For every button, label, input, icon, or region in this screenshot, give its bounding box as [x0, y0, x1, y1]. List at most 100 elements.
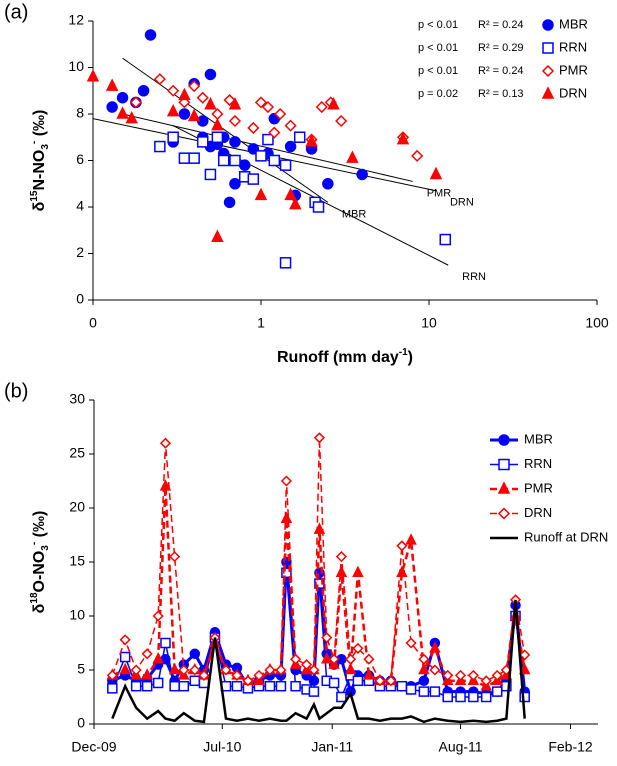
- marker: [275, 664, 287, 676]
- trend-label: MBR: [342, 208, 367, 220]
- marker: [519, 691, 530, 703]
- marker: [335, 565, 348, 578]
- y-tick-label: 12: [68, 12, 84, 28]
- label-part: 3: [40, 144, 51, 150]
- legend-p: p < 0.01: [418, 65, 458, 77]
- marker: [217, 154, 230, 167]
- marker: [293, 131, 306, 143]
- marker: [268, 154, 281, 167]
- marker: [274, 107, 287, 121]
- marker: [439, 233, 452, 246]
- marker: [374, 675, 386, 687]
- marker: [284, 140, 297, 153]
- marker: [105, 78, 119, 91]
- marker: [107, 683, 118, 694]
- marker: [363, 653, 375, 665]
- marker: [106, 669, 118, 681]
- series-line: [111, 599, 526, 724]
- x-tick-label: Aug-11: [438, 739, 482, 755]
- legend-r2: R² = 0.24: [478, 65, 524, 77]
- legend-p: p < 0.01: [418, 42, 458, 54]
- marker: [352, 642, 364, 654]
- marker: [289, 196, 302, 210]
- label-part: O-NO: [31, 551, 48, 593]
- marker: [336, 691, 347, 703]
- marker: [321, 652, 333, 664]
- marker: [480, 691, 492, 703]
- label-part: Runoff (mm day: [277, 349, 399, 366]
- marker: [141, 648, 153, 660]
- legend-r2: R² = 0.24: [478, 19, 524, 31]
- y-tick-label: 8: [76, 105, 84, 121]
- marker: [429, 686, 441, 697]
- marker: [153, 73, 166, 86]
- legend-label: Runoff at DRN: [524, 529, 608, 544]
- marker: [231, 669, 243, 681]
- marker: [167, 131, 179, 143]
- marker: [86, 69, 100, 82]
- marker: [211, 107, 224, 121]
- legend-label: MBR: [524, 431, 553, 446]
- marker: [130, 680, 142, 692]
- marker: [501, 680, 512, 692]
- marker: [178, 664, 190, 676]
- marker: [211, 229, 224, 242]
- marker: [518, 662, 531, 675]
- legend-marker: [498, 458, 510, 471]
- marker: [284, 187, 297, 201]
- marker: [254, 96, 268, 109]
- panel-label: (a): [4, 1, 28, 23]
- legend-label: MBR: [559, 16, 588, 31]
- legend-r2: R² = 0.13: [478, 88, 524, 100]
- marker: [290, 653, 302, 665]
- legend-marker: [497, 481, 511, 494]
- marker: [119, 651, 131, 663]
- legend-label: DRN: [524, 505, 552, 520]
- marker: [491, 669, 503, 681]
- marker: [308, 664, 320, 676]
- marker: [130, 664, 142, 676]
- marker: [352, 565, 364, 578]
- label-part: (‰): [31, 110, 48, 141]
- marker: [468, 691, 479, 703]
- label-part: (‰): [31, 511, 48, 542]
- label-part: δ: [31, 603, 48, 613]
- y-axis-label: δ18O-NO3- (‰): [29, 511, 51, 614]
- x-axis-label: Runoff (mm day-1): [277, 347, 413, 366]
- trend-line: [122, 113, 413, 182]
- marker: [314, 578, 325, 589]
- marker: [137, 85, 150, 97]
- legend-marker: [498, 434, 510, 446]
- marker: [229, 154, 241, 167]
- marker: [429, 641, 441, 653]
- marker: [429, 166, 443, 180]
- marker: [223, 196, 236, 209]
- marker: [321, 632, 333, 644]
- marker: [125, 110, 138, 124]
- marker: [455, 691, 466, 703]
- marker: [166, 103, 180, 117]
- marker: [211, 117, 224, 131]
- marker: [106, 101, 118, 113]
- marker: [255, 150, 267, 162]
- y-axis-label: δ15N-NO3- (‰): [29, 110, 51, 212]
- marker: [322, 178, 334, 190]
- marker: [129, 96, 142, 109]
- marker: [242, 675, 254, 687]
- marker: [308, 686, 320, 697]
- marker: [154, 140, 166, 153]
- x-tick-label: Jul-10: [203, 739, 241, 755]
- x-tick-label: Feb-12: [548, 739, 593, 755]
- legend-marker: [541, 86, 555, 99]
- y-tick-label: 10: [69, 607, 85, 623]
- marker: [405, 684, 417, 695]
- x-tick-label: Dec-09: [71, 739, 116, 755]
- y-tick-label: 5: [77, 661, 85, 677]
- y-tick-label: 25: [69, 445, 85, 461]
- marker: [196, 91, 209, 104]
- legend-p: p < 0.01: [418, 19, 458, 31]
- marker: [169, 551, 181, 563]
- marker: [116, 106, 129, 119]
- marker: [418, 675, 430, 687]
- marker: [196, 136, 209, 148]
